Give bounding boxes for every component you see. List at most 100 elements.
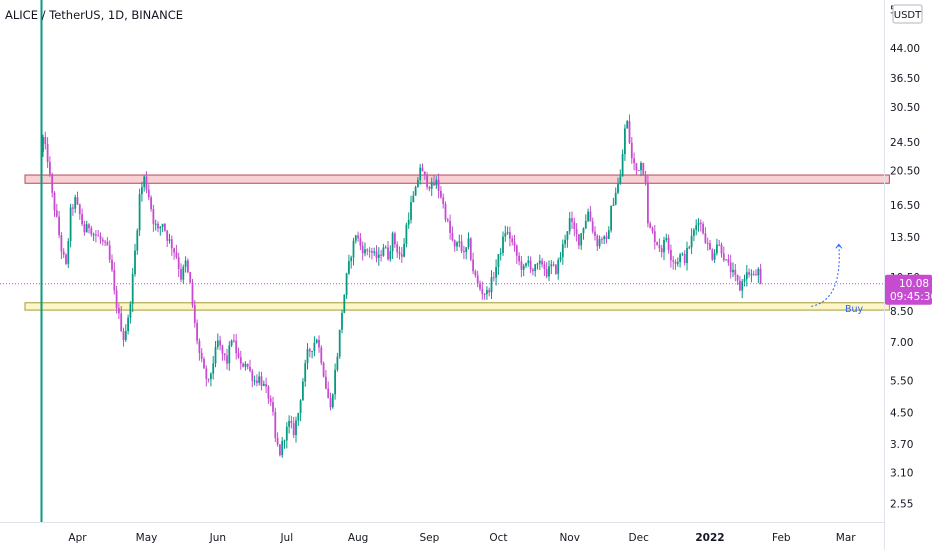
candle — [129, 301, 132, 324]
candle-body — [223, 353, 226, 356]
candle-body — [467, 238, 470, 248]
last-price-marker: 10.08 09:45:36 — [0, 274, 932, 305]
candle — [532, 267, 534, 276]
candle — [460, 234, 463, 254]
candle-body — [228, 345, 231, 364]
candle-body — [359, 238, 362, 246]
candle — [428, 185, 431, 192]
price-tick-label: 3.70 — [890, 439, 913, 451]
candle-body — [734, 269, 737, 275]
candle-body — [348, 261, 350, 274]
candle — [104, 239, 106, 247]
price-tick-label: 7.00 — [890, 337, 913, 349]
candle-body — [62, 251, 65, 255]
candle-body — [594, 231, 596, 237]
candle-body — [226, 355, 228, 364]
candle-body — [610, 205, 612, 231]
candle — [249, 359, 251, 373]
candle — [366, 248, 369, 256]
candle-body — [490, 277, 493, 293]
candle-body — [745, 272, 748, 280]
candle — [584, 214, 587, 230]
candle — [647, 175, 649, 228]
candle-body — [283, 440, 286, 442]
candle — [407, 212, 410, 229]
candle-body — [184, 260, 187, 267]
candle — [472, 252, 474, 275]
candle — [651, 226, 654, 234]
candle — [322, 361, 325, 378]
bar-countdown: 09:45:36 — [890, 291, 932, 303]
candle-body — [124, 330, 127, 341]
candle-body — [520, 261, 523, 270]
candle — [504, 225, 507, 242]
candle-body — [297, 413, 300, 421]
candle — [511, 235, 514, 246]
candle-body — [410, 202, 412, 220]
candle-body — [55, 210, 58, 217]
candle-body — [720, 244, 723, 254]
candle — [486, 286, 488, 300]
candle-body — [394, 233, 396, 245]
candle — [253, 375, 256, 386]
price-tick-label: 16.50 — [890, 200, 920, 212]
candle — [108, 240, 111, 263]
candle — [612, 197, 615, 207]
candle-body — [732, 269, 734, 273]
candle — [212, 355, 215, 380]
candle-body — [697, 222, 700, 226]
candle — [177, 252, 180, 277]
candle — [262, 380, 265, 387]
candle — [578, 234, 580, 250]
candle — [722, 246, 725, 262]
candle-body — [338, 329, 341, 357]
candle-body — [437, 179, 440, 191]
candle-body — [58, 216, 60, 236]
candle-body — [230, 340, 233, 346]
candle — [559, 251, 562, 263]
candle-body — [628, 121, 631, 143]
candle — [750, 269, 753, 283]
candle — [62, 248, 65, 259]
candle — [182, 264, 185, 284]
candle — [624, 124, 626, 161]
candle — [134, 243, 136, 277]
candle-body — [532, 269, 534, 272]
candle-body — [371, 251, 373, 253]
candle-body — [488, 290, 491, 293]
currency-badge[interactable]: USDT — [892, 4, 923, 24]
candle-body — [693, 229, 695, 236]
resistance-zone[interactable] — [24, 174, 890, 184]
candle-body — [53, 192, 56, 211]
candle-body — [504, 233, 507, 237]
support-zone[interactable] — [24, 302, 890, 311]
candle — [686, 241, 688, 271]
candle — [697, 218, 700, 232]
candle-body — [115, 290, 118, 308]
candle — [430, 177, 433, 196]
candle-body — [442, 197, 445, 205]
candle-body — [603, 236, 606, 240]
candle — [281, 436, 284, 458]
candle-body — [699, 222, 702, 224]
candle — [159, 225, 162, 236]
candle — [67, 238, 70, 268]
candle — [338, 329, 341, 359]
time-axis[interactable]: Apr May Jun Jul Aug Sep Oct Nov Dec 2022 Feb Mar — [68, 532, 856, 544]
candle-body — [663, 239, 665, 253]
candle — [502, 231, 504, 256]
candle — [736, 274, 739, 285]
candle-body — [403, 243, 405, 257]
candle-body — [161, 223, 164, 228]
candle-body — [750, 273, 753, 275]
candle — [239, 350, 242, 370]
candle — [315, 338, 318, 344]
candle-body — [74, 197, 77, 209]
candle-body — [90, 228, 93, 235]
candle — [150, 195, 152, 212]
candle-body — [672, 260, 675, 262]
candle — [442, 193, 445, 209]
candle — [235, 333, 238, 360]
candle — [660, 244, 663, 258]
